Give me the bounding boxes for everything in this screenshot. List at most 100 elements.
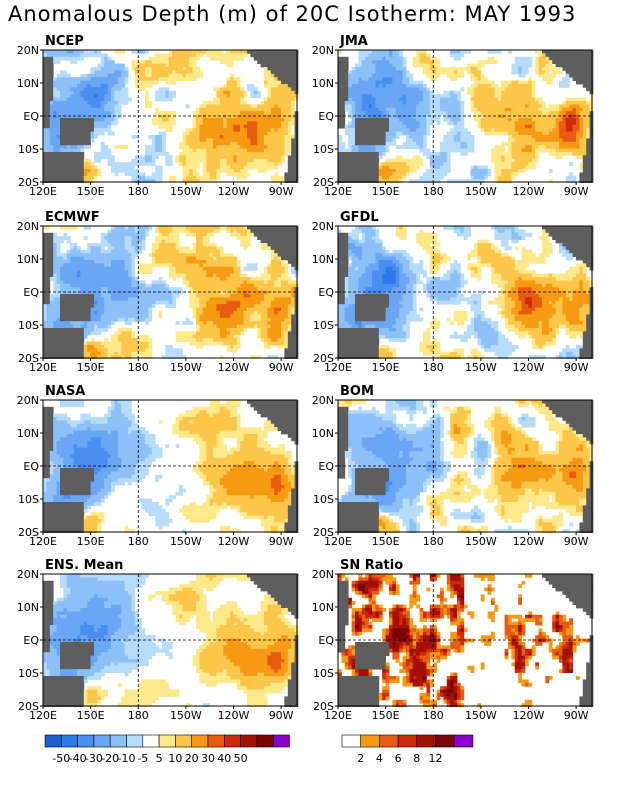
heatmap-cell — [209, 243, 214, 247]
heatmap-cell — [338, 67, 342, 71]
heatmap-cell — [155, 155, 159, 160]
heatmap-cell — [281, 107, 285, 112]
heatmap-cell — [131, 67, 136, 71]
heatmap-cell — [196, 246, 200, 251]
heatmap-cell — [433, 162, 437, 166]
heatmap-cell — [395, 84, 400, 88]
heatmap-cell — [206, 152, 210, 156]
heatmap-cell — [392, 165, 397, 170]
heatmap-cell — [402, 94, 407, 98]
heatmap-cell — [511, 138, 516, 143]
heatmap-cell — [175, 155, 180, 160]
heatmap-cell — [545, 70, 550, 75]
heatmap-cell — [83, 256, 88, 261]
heatmap-cell — [100, 253, 105, 257]
heatmap-cell — [389, 70, 393, 75]
heatmap-cell — [531, 138, 536, 143]
heatmap-cell — [107, 260, 112, 264]
heatmap-cell — [291, 56, 295, 61]
heatmap-cell — [148, 63, 153, 68]
heatmap-cell — [77, 90, 81, 95]
heatmap-cell — [107, 246, 112, 251]
heatmap-cell — [579, 128, 584, 132]
heatmap-cell — [375, 104, 380, 109]
heatmap-cell — [66, 121, 71, 126]
heatmap-cell — [497, 97, 502, 102]
heatmap-cell — [565, 56, 570, 61]
heatmap-cell — [480, 124, 485, 129]
heatmap-cell — [351, 138, 356, 143]
heatmap-cell — [501, 101, 505, 105]
heatmap-cell — [199, 104, 204, 109]
heatmap-cell — [151, 141, 156, 146]
heatmap-cell — [446, 152, 451, 156]
heatmap-cell — [63, 263, 68, 268]
heatmap-cell — [372, 104, 376, 109]
heatmap-cell — [504, 175, 509, 180]
heatmap-cell — [457, 50, 461, 54]
heatmap-cell — [572, 141, 577, 146]
heatmap-cell — [521, 101, 526, 105]
heatmap-cell — [53, 118, 57, 122]
heatmap-cell — [104, 67, 108, 71]
heatmap-cell — [433, 101, 437, 105]
heatmap-cell — [80, 141, 85, 146]
heatmap-cell — [60, 135, 64, 139]
heatmap-cell — [372, 141, 376, 146]
heatmap-cell — [94, 131, 98, 136]
heatmap-cell — [338, 162, 342, 166]
heatmap-cell — [521, 107, 526, 112]
heatmap-cell — [202, 263, 207, 268]
heatmap-cell — [552, 50, 556, 54]
heatmap-cell — [189, 162, 193, 166]
heatmap-cell — [80, 263, 85, 268]
heatmap-cell — [202, 260, 207, 264]
heatmap-cell — [253, 226, 258, 230]
heatmap-cell — [73, 60, 78, 64]
heatmap-cell — [94, 70, 98, 75]
heatmap-cell — [104, 232, 108, 237]
heatmap-cell — [565, 67, 570, 71]
heatmap-cell — [287, 169, 292, 173]
heatmap-cell — [226, 148, 231, 153]
heatmap-cell — [247, 131, 251, 136]
heatmap-cell — [267, 138, 272, 143]
heatmap-cell — [114, 145, 119, 149]
heatmap-cell — [155, 60, 159, 64]
heatmap-cell — [416, 101, 420, 105]
heatmap-cell — [518, 135, 522, 139]
heatmap-cell — [267, 97, 272, 102]
heatmap-cell — [131, 232, 136, 237]
heatmap-cell — [43, 232, 47, 237]
heatmap-cell — [341, 77, 346, 81]
heatmap-cell — [508, 87, 512, 92]
heatmap-cell — [63, 172, 68, 177]
heatmap-cell — [361, 179, 366, 183]
heatmap-cell — [162, 135, 166, 139]
heatmap-cell — [579, 80, 584, 85]
heatmap-cell — [281, 97, 285, 102]
heatmap-cell — [60, 53, 64, 58]
heatmap-cell — [284, 239, 289, 244]
heatmap-cell — [230, 111, 234, 115]
heatmap-cell — [121, 165, 125, 170]
heatmap-cell — [338, 118, 342, 122]
heatmap-cell — [196, 73, 200, 78]
heatmap-cell — [470, 70, 475, 75]
heatmap-cell — [287, 131, 292, 136]
heatmap-cell — [518, 63, 522, 68]
heatmap-cell — [192, 63, 197, 68]
heatmap-cell — [162, 239, 166, 244]
heatmap-cell — [131, 135, 136, 139]
heatmap-cell — [443, 172, 448, 177]
heatmap-cell — [355, 63, 359, 68]
heatmap-cell — [43, 236, 47, 240]
heatmap-cell — [504, 80, 509, 85]
heatmap-cell — [206, 111, 210, 115]
heatmap-cell — [243, 138, 248, 143]
heatmap-cell — [477, 121, 482, 126]
heatmap-cell — [145, 63, 149, 68]
heatmap-cell — [53, 56, 57, 61]
heatmap-cell — [511, 87, 516, 92]
heatmap-cell — [531, 141, 536, 146]
